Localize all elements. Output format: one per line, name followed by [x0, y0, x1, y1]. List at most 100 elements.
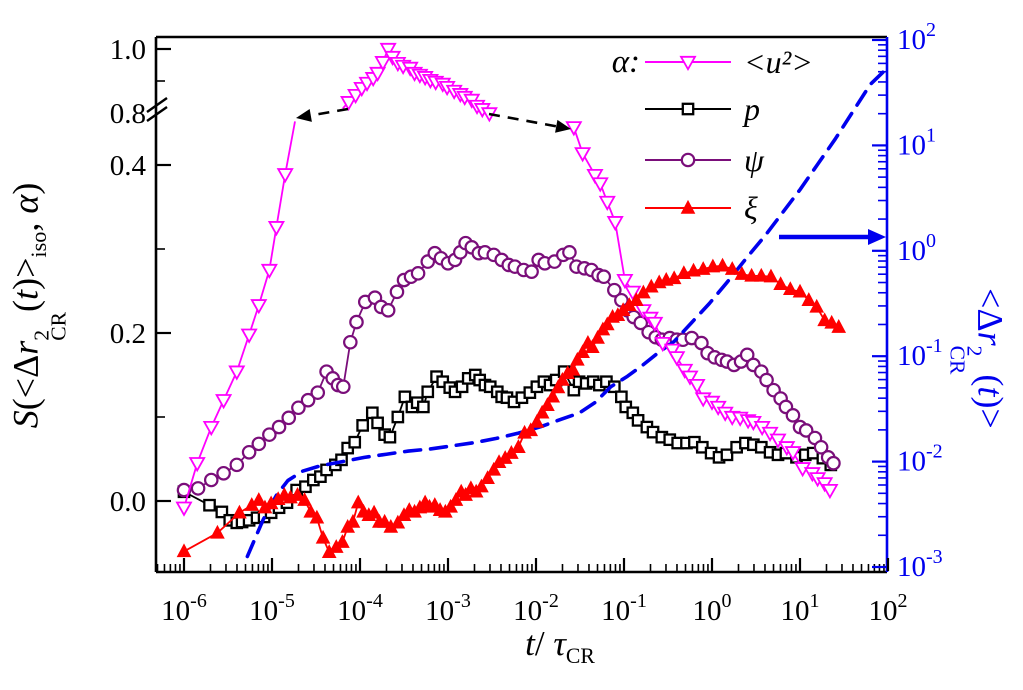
- legend-alpha-prefix: α:: [611, 43, 640, 80]
- marker: [175, 501, 193, 517]
- marker: [335, 534, 350, 548]
- legend-label-p: p: [744, 90, 760, 127]
- marker: [586, 168, 604, 185]
- marker: [616, 273, 634, 290]
- marker: [801, 292, 817, 306]
- marker: [631, 414, 645, 427]
- marker: [534, 404, 550, 419]
- marker: [826, 455, 841, 471]
- marker: [628, 292, 644, 306]
- marker: [380, 303, 396, 318]
- marker: [383, 430, 397, 444]
- marker: [679, 55, 697, 72]
- marker: [574, 147, 592, 163]
- marker: [681, 102, 695, 116]
- marker: [599, 316, 615, 331]
- marker: [229, 457, 245, 473]
- legend-label-u2: <u²>: [744, 43, 813, 80]
- marker: [443, 498, 458, 513]
- marker: [474, 478, 489, 493]
- marker: [232, 504, 247, 519]
- break-arrow-right: [488, 112, 571, 133]
- marker: [584, 339, 600, 353]
- legend-row-psi: ψ: [596, 142, 764, 178]
- marker: [335, 379, 351, 395]
- marker: [615, 390, 628, 404]
- marker: [391, 410, 405, 424]
- marker: [369, 66, 387, 83]
- marker: [297, 492, 312, 506]
- marker: [663, 343, 681, 359]
- marker: [309, 509, 325, 524]
- marker: [340, 96, 358, 112]
- marker: [303, 503, 319, 518]
- marker: [540, 397, 555, 411]
- marker: [550, 379, 566, 394]
- legend: α: <u²> p ψ ξ: [596, 0, 896, 240]
- sup-sub-stack: 2 CR: [29, 311, 71, 341]
- y-axis-right-label: <Δr 2 CR (t)>: [945, 288, 1011, 429]
- x-tick-label: 10-4: [337, 590, 383, 627]
- marker: [215, 394, 233, 410]
- marker: [267, 221, 285, 237]
- legend-swatch-psi: [645, 152, 731, 168]
- marker: [350, 494, 366, 509]
- marker: [606, 216, 624, 232]
- legend-label-psi: ψ: [744, 141, 764, 178]
- marker: [390, 514, 406, 529]
- y-left-tick-label: 0.8: [110, 98, 146, 130]
- x-tick-label: 102: [869, 590, 908, 627]
- marker: [634, 304, 652, 320]
- marker: [809, 298, 825, 313]
- marker: [349, 314, 364, 330]
- plot-frame: [154, 35, 889, 574]
- legend-swatch-u2: [645, 55, 731, 72]
- marker: [251, 492, 267, 506]
- marker: [596, 269, 612, 285]
- marker: [792, 283, 808, 298]
- marker: [524, 264, 539, 279]
- marker: [607, 282, 622, 298]
- marker: [417, 400, 430, 414]
- x-tick-label: 100: [693, 590, 732, 627]
- marker: [486, 461, 502, 476]
- x-axis-label-sub: CR: [565, 644, 595, 668]
- marker: [763, 268, 779, 283]
- legend-row-u2: α: <u²>: [596, 44, 813, 80]
- marker: [176, 482, 192, 498]
- legend-label-xi: ξ: [744, 189, 758, 226]
- marker: [511, 439, 526, 453]
- marker: [343, 334, 358, 350]
- marker: [724, 261, 740, 275]
- marker: [348, 435, 362, 449]
- marker: [203, 472, 219, 488]
- marker: [668, 351, 686, 367]
- marker: [565, 121, 583, 137]
- marker: [555, 371, 570, 386]
- marker: [785, 408, 801, 423]
- y-right-tick-label: 102: [897, 19, 936, 56]
- y-left-axis-ticks: 0.0 0.2 0.4 0.8 1.0: [110, 34, 171, 518]
- x-axis-label: t/ τCR: [525, 624, 595, 668]
- marker: [315, 529, 331, 544]
- marker: [523, 422, 539, 437]
- x-tick-label: 10-1: [601, 590, 647, 627]
- marker: [633, 315, 649, 331]
- y-right-tick-label: 10-2: [897, 441, 943, 478]
- marker: [365, 406, 379, 420]
- y-right-tick-label: 100: [897, 230, 936, 267]
- marker: [753, 267, 769, 282]
- y-right-tick-label: 10-3: [897, 546, 943, 583]
- marker: [410, 266, 426, 281]
- y-right-axis-ticks: 10-3 10-2 10-1 100 101 102: [872, 19, 943, 583]
- marker: [347, 88, 365, 105]
- marker: [228, 365, 246, 381]
- marker: [335, 453, 348, 467]
- axis-break-mark: [146, 97, 168, 122]
- marker: [545, 388, 561, 403]
- marker: [705, 258, 721, 273]
- marker: [831, 319, 847, 333]
- legend-row-p: p: [596, 91, 760, 127]
- marker: [590, 329, 605, 344]
